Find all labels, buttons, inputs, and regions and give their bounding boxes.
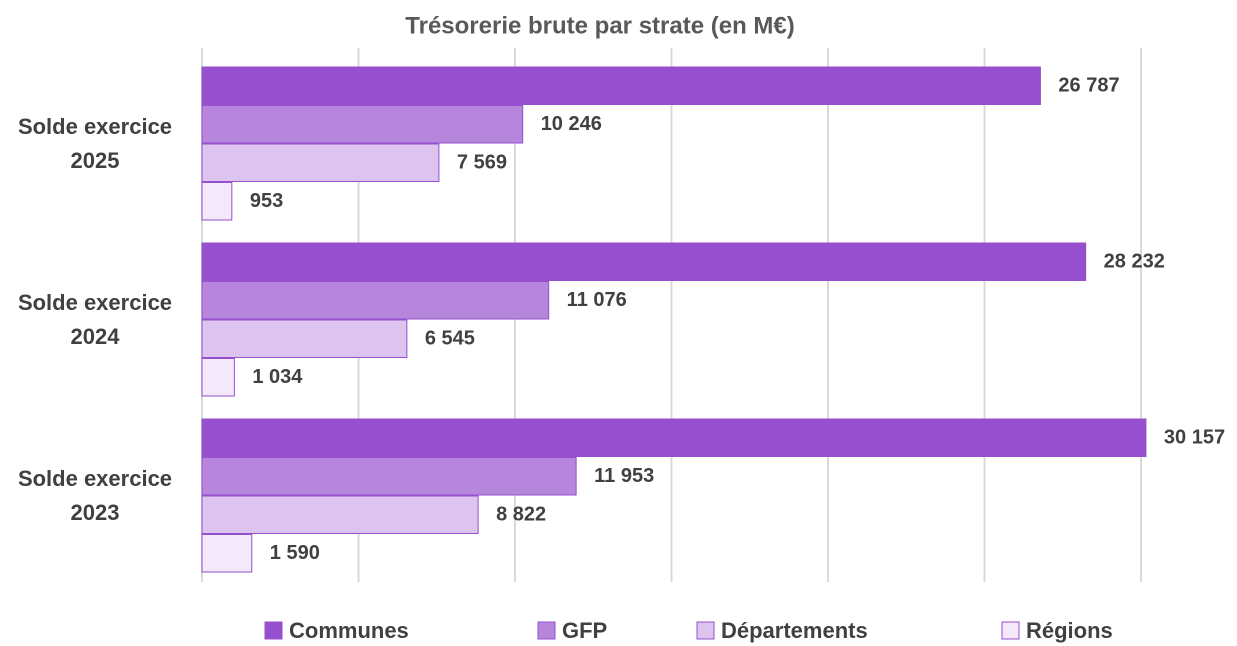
bar bbox=[201, 242, 1087, 281]
value-label: 11 076 bbox=[567, 289, 627, 311]
value-label: 953 bbox=[250, 190, 283, 212]
chart-title: Trésorerie brute par strate (en M€) bbox=[405, 12, 794, 39]
category-label: Solde exercice 2025 bbox=[17, 114, 173, 173]
value-label: 1 034 bbox=[252, 366, 303, 388]
bar bbox=[201, 495, 479, 534]
bar bbox=[201, 66, 1041, 105]
bar bbox=[201, 105, 524, 144]
value-label: 6 545 bbox=[425, 328, 475, 350]
legend-swatch bbox=[537, 621, 556, 640]
bar bbox=[201, 281, 550, 320]
bar bbox=[201, 418, 1147, 457]
category-label: Solde exercice 2024 bbox=[17, 290, 173, 349]
value-label: 30 157 bbox=[1164, 427, 1225, 449]
value-label: 1 590 bbox=[270, 542, 320, 564]
legend-swatch bbox=[264, 621, 283, 640]
value-label: 7 569 bbox=[457, 152, 507, 174]
legend-swatch bbox=[696, 621, 715, 640]
value-label: 10 246 bbox=[541, 113, 602, 135]
bar bbox=[201, 534, 253, 573]
value-label: 28 232 bbox=[1104, 251, 1165, 273]
value-label: 26 787 bbox=[1058, 75, 1119, 97]
bar bbox=[201, 319, 408, 358]
legend-label: Communes bbox=[289, 618, 409, 643]
legend-label: Régions bbox=[1026, 618, 1113, 643]
legend-label: GFP bbox=[562, 618, 607, 643]
bar bbox=[201, 457, 577, 496]
value-label: 8 822 bbox=[496, 504, 546, 526]
value-label: 11 953 bbox=[594, 465, 654, 487]
category-label: Solde exercice 2023 bbox=[17, 466, 173, 525]
bar bbox=[201, 358, 235, 397]
bar bbox=[201, 182, 233, 221]
bar bbox=[201, 143, 440, 182]
legend-label: Départements bbox=[721, 618, 868, 643]
legend-swatch bbox=[1001, 621, 1020, 640]
